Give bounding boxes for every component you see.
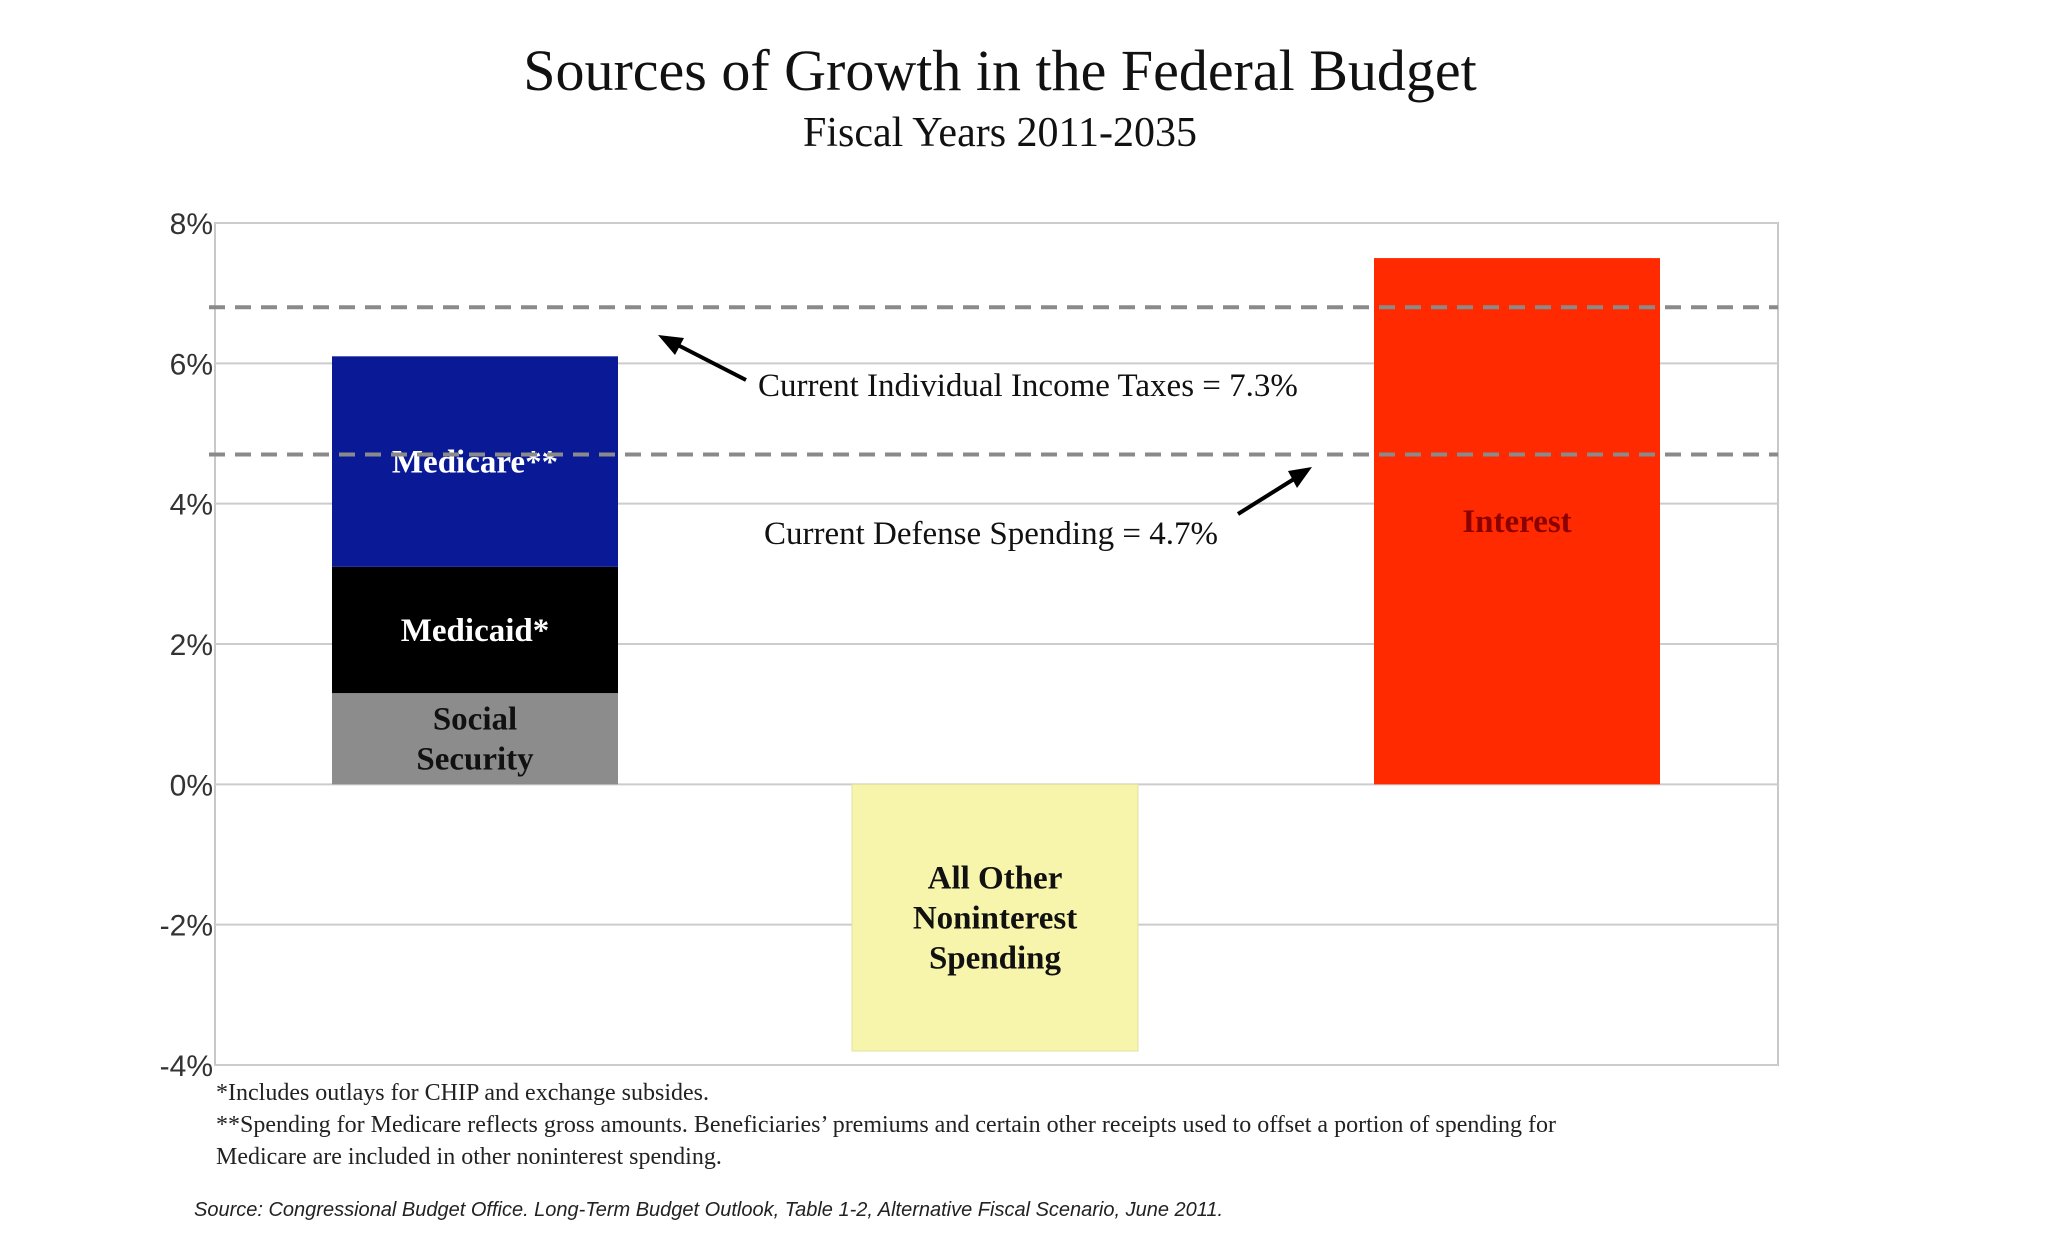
bar-all-other-noninterest-spending bbox=[851, 783, 1139, 1052]
y-tick-label: -2% bbox=[160, 910, 213, 943]
bar-medicaid bbox=[332, 566, 618, 694]
y-axis-ticks: -4% -2% 0% 2% 4% 6% 8% bbox=[160, 208, 213, 1083]
y-tick-label: -4% bbox=[160, 1050, 213, 1083]
income-tax-annotation: Current Individual Income Taxes = 7.3% bbox=[758, 368, 1298, 404]
income-tax-arrow bbox=[667, 338, 747, 382]
y-tick-label: 2% bbox=[170, 629, 213, 662]
chart-title: Sources of Growth in the Federal Budget bbox=[523, 38, 1477, 103]
bar-label: Spending bbox=[929, 941, 1062, 977]
y-tick-label: 0% bbox=[170, 769, 213, 802]
bar-label: All Other bbox=[928, 861, 1063, 897]
reference-lines bbox=[209, 305, 1778, 457]
bar-label: Security bbox=[416, 742, 534, 778]
bar-label: Social bbox=[433, 702, 517, 738]
footnote-1: *Includes outlays for CHIP and exchange … bbox=[216, 1080, 709, 1106]
bar-label: Interest bbox=[1462, 504, 1571, 540]
chart-subtitle: Fiscal Years 2011-2035 bbox=[803, 110, 1197, 156]
income-tax-arrowhead bbox=[658, 335, 684, 355]
bar-label: Noninterest bbox=[913, 901, 1077, 937]
defense-arrowhead bbox=[1288, 467, 1312, 488]
y-tick-label: 6% bbox=[170, 348, 213, 381]
defense-annotation: Current Defense Spending = 4.7% bbox=[764, 516, 1218, 552]
footnote-2a: **Spending for Medicare reflects gross a… bbox=[216, 1112, 1556, 1138]
bar-interest bbox=[1374, 258, 1660, 785]
y-tick-label: 8% bbox=[170, 208, 213, 241]
defense-arrow bbox=[1236, 472, 1304, 516]
footnote-2b: Medicare are included in other nonintere… bbox=[216, 1144, 722, 1170]
bar-label: Medicaid* bbox=[401, 613, 549, 649]
bars: Social Security Medicaid* Medicare** All Oth… bbox=[332, 258, 1660, 1052]
y-tick-label: 4% bbox=[170, 489, 213, 522]
source-note: Source: Congressional Budget Office. Lon… bbox=[194, 1199, 1223, 1221]
bar-medicare bbox=[332, 356, 618, 567]
bar-label: Medicare** bbox=[392, 445, 558, 481]
bar-social-security bbox=[332, 693, 618, 785]
